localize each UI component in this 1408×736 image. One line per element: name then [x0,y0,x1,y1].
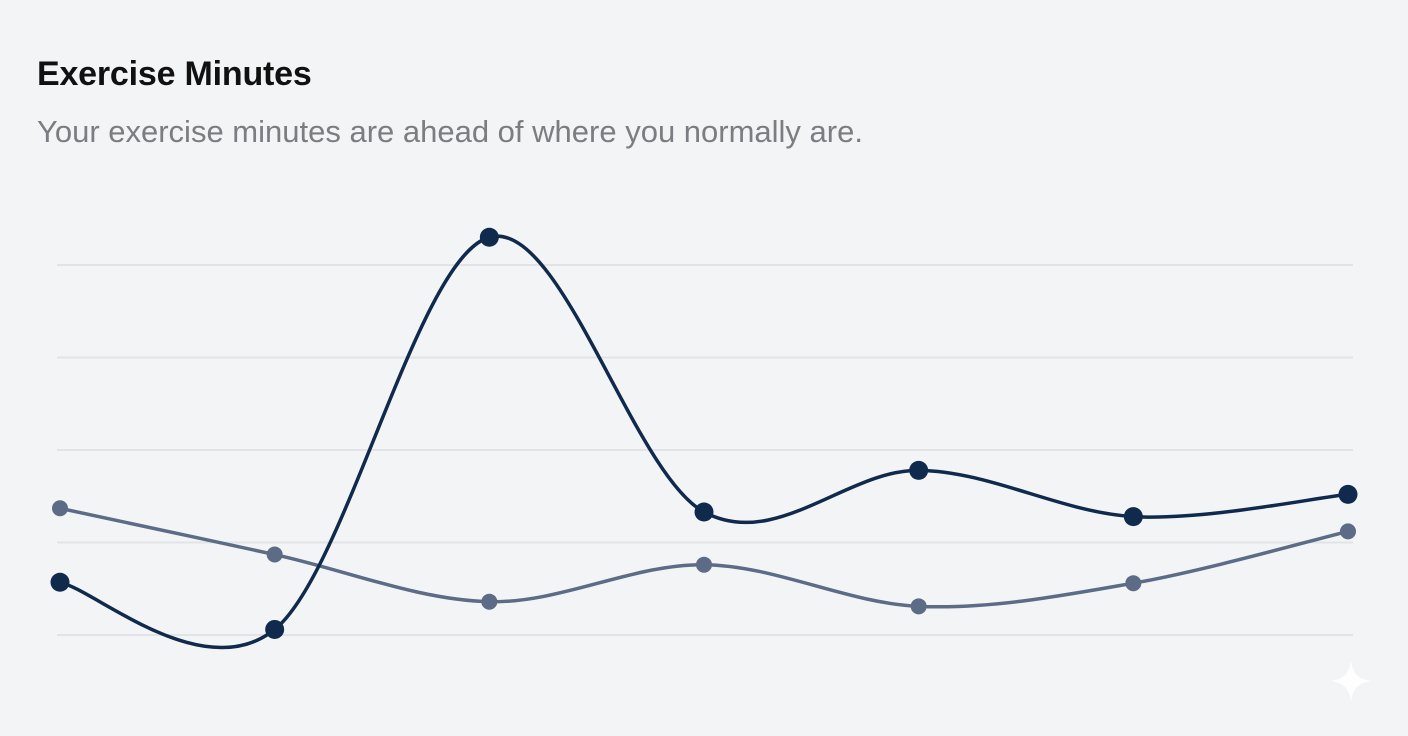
data-point-current-7 [1338,484,1358,504]
data-point-typical-3 [481,593,498,610]
data-point-current-6 [1123,507,1143,527]
data-point-current-4 [694,502,714,522]
data-point-typical-5 [910,598,927,615]
card-title: Exercise Minutes [37,55,312,93]
data-point-current-5 [909,460,929,480]
data-point-typical-4 [696,556,712,573]
data-point-current-3 [479,227,499,247]
data-point-typical-1 [52,500,68,517]
series-line-current [58,234,1350,650]
data-point-typical-7 [1340,523,1356,540]
card-subtitle: Your exercise minutes are ahead of where… [37,114,863,149]
data-point-typical-6 [1125,575,1142,592]
data-point-typical-2 [266,546,283,563]
series-typical [52,500,1356,615]
sparkle-icon [1330,660,1372,702]
chart-series [50,227,1358,650]
series-current [50,227,1358,650]
data-point-current-2 [265,619,285,639]
data-point-current-1 [50,572,70,592]
